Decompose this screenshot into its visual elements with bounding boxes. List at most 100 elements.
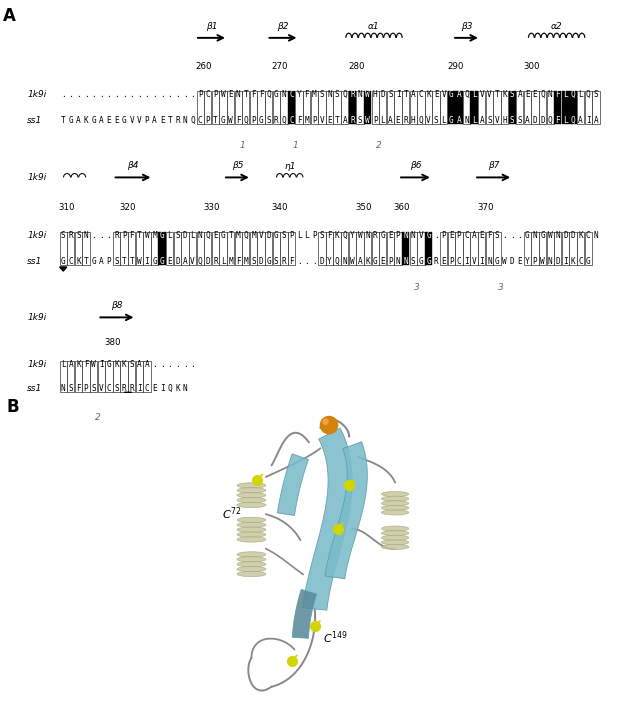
Text: T: T (213, 116, 218, 125)
Text: S: S (411, 257, 416, 266)
Bar (113, 361, 120, 392)
Bar (265, 91, 272, 124)
Text: V: V (487, 90, 492, 100)
Text: .: . (434, 231, 439, 240)
Text: H: H (502, 116, 507, 125)
Bar (547, 91, 554, 124)
Ellipse shape (237, 537, 266, 542)
Text: P: P (388, 257, 393, 266)
Text: L: L (297, 231, 302, 240)
Text: A: A (457, 116, 462, 125)
Bar (531, 232, 539, 265)
Text: S: S (267, 116, 271, 125)
Text: R: R (114, 231, 119, 240)
Text: A: A (99, 257, 104, 266)
Text: D: D (555, 257, 560, 266)
Text: N: N (183, 384, 188, 393)
Bar (204, 232, 212, 265)
Text: I: I (137, 384, 142, 393)
Text: D: D (205, 257, 210, 266)
Text: G: G (107, 360, 111, 369)
Text: F: F (555, 90, 560, 100)
Ellipse shape (237, 498, 266, 503)
Bar (394, 232, 402, 265)
Bar (402, 91, 409, 124)
Bar (136, 232, 143, 265)
Text: L: L (190, 231, 195, 240)
Text: Y: Y (327, 257, 332, 266)
Text: I: I (464, 257, 469, 266)
Text: 350: 350 (355, 203, 372, 212)
Bar (463, 232, 470, 265)
Bar (402, 232, 409, 265)
Text: Q: Q (335, 257, 339, 266)
Text: S: S (358, 116, 362, 125)
Ellipse shape (381, 505, 409, 510)
Bar (440, 232, 447, 265)
Text: .: . (312, 257, 317, 266)
Text: 330: 330 (204, 203, 220, 212)
Text: G: G (221, 116, 225, 125)
Text: K: K (84, 116, 88, 125)
Text: Q: Q (190, 116, 195, 125)
Bar (273, 232, 280, 265)
Text: C: C (205, 90, 210, 100)
Text: G: G (495, 257, 499, 266)
Text: V: V (495, 116, 499, 125)
Bar (212, 232, 219, 265)
Bar (334, 91, 341, 124)
Text: V: V (479, 90, 484, 100)
Ellipse shape (381, 540, 409, 545)
Text: D: D (267, 231, 271, 240)
Text: W: W (91, 360, 96, 369)
Text: Q: Q (342, 90, 347, 100)
Bar (220, 232, 226, 265)
Bar (417, 232, 424, 265)
Ellipse shape (237, 483, 266, 488)
Text: T: T (122, 257, 126, 266)
Text: P: P (312, 116, 317, 125)
Bar (83, 361, 89, 392)
Text: Q: Q (548, 116, 553, 125)
Text: I: I (479, 257, 484, 266)
Text: P: P (84, 384, 88, 393)
Text: N: N (395, 257, 400, 266)
Text: D: D (540, 116, 545, 125)
Text: β3: β3 (461, 22, 472, 31)
Ellipse shape (237, 527, 266, 532)
Text: R: R (373, 231, 378, 240)
Bar (75, 232, 82, 265)
Text: S: S (281, 231, 286, 240)
Bar (326, 232, 333, 265)
Text: E: E (327, 116, 332, 125)
Text: T: T (61, 116, 65, 125)
Bar (569, 91, 577, 124)
Ellipse shape (381, 545, 409, 550)
Bar (97, 361, 105, 392)
Text: F: F (84, 360, 88, 369)
Text: β2: β2 (277, 22, 289, 31)
Text: S: S (518, 116, 522, 125)
Bar (189, 232, 196, 265)
Ellipse shape (237, 571, 266, 577)
Text: E: E (152, 384, 157, 393)
Text: .: . (175, 90, 180, 100)
Text: β7: β7 (488, 161, 499, 170)
Bar (288, 232, 295, 265)
Text: Q: Q (244, 231, 248, 240)
Text: W: W (137, 257, 142, 266)
Bar (296, 91, 303, 124)
Bar (75, 361, 82, 392)
Text: K: K (122, 360, 126, 369)
Text: D: D (381, 90, 385, 100)
Text: ss1: ss1 (27, 384, 43, 393)
Bar (371, 91, 379, 124)
Text: E: E (441, 257, 446, 266)
Text: P: P (441, 231, 446, 240)
Text: E: E (114, 116, 119, 125)
Text: S: S (114, 384, 119, 393)
Bar (592, 91, 600, 124)
Text: G: G (61, 257, 65, 266)
Text: .: . (167, 90, 172, 100)
Bar (234, 232, 242, 265)
